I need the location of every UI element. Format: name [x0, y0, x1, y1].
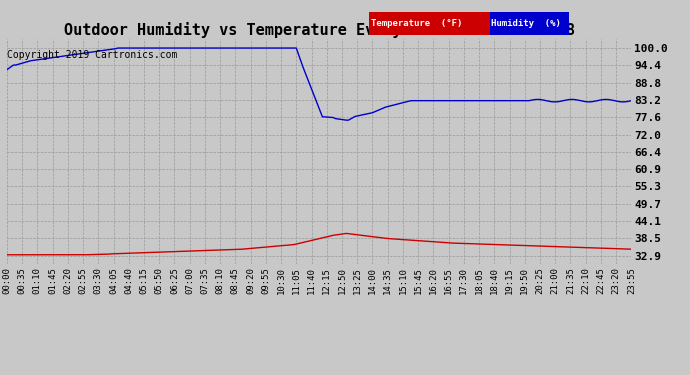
Title: Outdoor Humidity vs Temperature Every 5 Minutes 20191118: Outdoor Humidity vs Temperature Every 5 … [63, 22, 575, 38]
Text: Copyright 2019 Cartronics.com: Copyright 2019 Cartronics.com [7, 50, 177, 60]
Text: Temperature  (°F): Temperature (°F) [371, 19, 462, 28]
Bar [490, 12, 569, 35]
Bar [369, 12, 490, 35]
Text: Humidity  (%): Humidity (%) [491, 19, 561, 28]
